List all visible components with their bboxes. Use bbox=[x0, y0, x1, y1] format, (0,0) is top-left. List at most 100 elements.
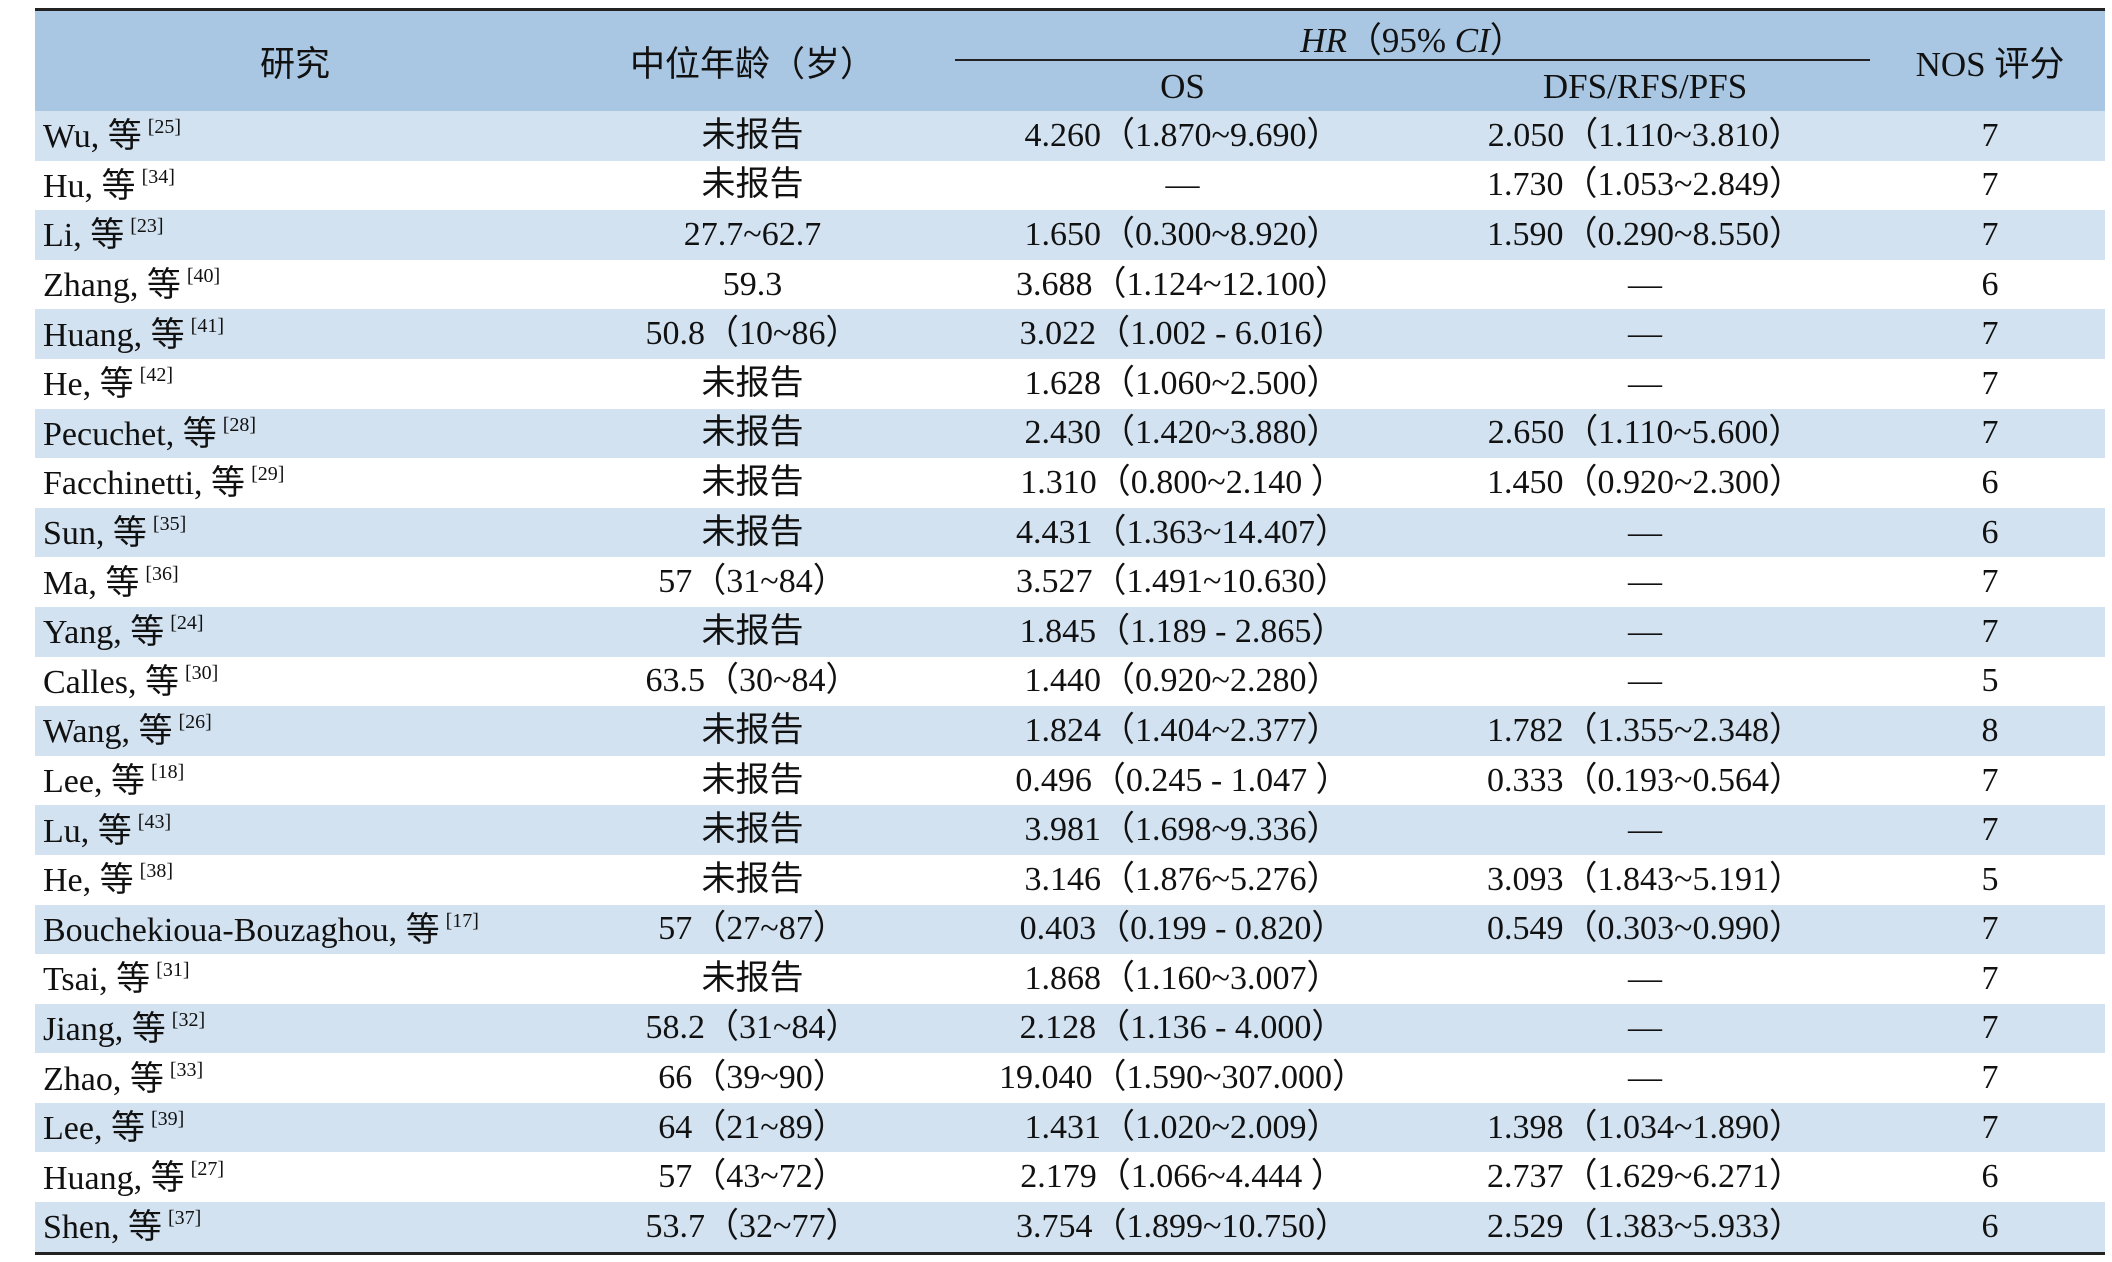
header-median-age: 中位年龄（岁） bbox=[555, 8, 950, 111]
study-author: Shen, 等 bbox=[43, 1209, 162, 1247]
cell-os-hr: 1.440（0.920~2.280） bbox=[950, 656, 1415, 707]
cell-os-hr: 1.431（1.020~2.009） bbox=[950, 1102, 1415, 1153]
study-author: Wu, 等 bbox=[43, 118, 142, 156]
table-row: Huang, 等 [41] 50.8（10~86） 3.022（1.002 - 6.0… bbox=[35, 309, 2106, 359]
cell-nos-score: 7 bbox=[1875, 408, 2106, 459]
study-author: He, 等 bbox=[43, 366, 134, 404]
cell-os-hr: 3.527（1.491~10.630） bbox=[950, 557, 1415, 607]
cell-median-age: 未报告 bbox=[555, 706, 950, 756]
cell-nos-score: 7 bbox=[1875, 557, 2106, 607]
cell-dfs-hr: 2.650（1.110~5.600） bbox=[1415, 408, 1876, 459]
table-row: Lee, 等 [39] 64（21~89） 1.431（1.020~2.009） 1.3… bbox=[35, 1102, 2106, 1153]
study-author: Sun, 等 bbox=[43, 515, 147, 553]
cell-study: Pecuchet, 等 [28] bbox=[35, 408, 555, 459]
study-reference: [17] bbox=[445, 909, 479, 932]
cell-study: Lee, 等 [39] bbox=[35, 1102, 555, 1153]
cell-dfs-hr: — bbox=[1415, 606, 1876, 657]
table-row: Wang, 等 [26] 未报告 1.824（1.404~2.377） 1.782（1.… bbox=[35, 706, 2106, 756]
study-author: Lu, 等 bbox=[43, 812, 132, 850]
cell-os-hr: 4.260（1.870~9.690） bbox=[950, 111, 1415, 161]
study-author: He, 等 bbox=[43, 862, 134, 900]
table-row: Wu, 等 [25] 未报告 4.260（1.870~9.690） 2.050（1.11… bbox=[35, 111, 2106, 161]
cell-study: Li, 等 [23] bbox=[35, 210, 555, 260]
cell-study: Huang, 等 [27] bbox=[35, 1152, 555, 1203]
cell-os-hr: 0.403（0.199 - 0.820） bbox=[950, 904, 1415, 955]
cell-nos-score: 7 bbox=[1875, 358, 2106, 409]
cell-study: Wu, 等 [25] bbox=[35, 111, 555, 161]
cell-nos-score: 7 bbox=[1875, 1003, 2106, 1054]
cell-median-age: 64（21~89） bbox=[555, 1102, 950, 1153]
cell-dfs-hr: — bbox=[1415, 1003, 1876, 1054]
cell-os-hr: 2.430（1.420~3.880） bbox=[950, 408, 1415, 459]
cell-dfs-hr: — bbox=[1415, 309, 1876, 359]
cell-nos-score: 7 bbox=[1875, 111, 2106, 161]
study-reference: [31] bbox=[156, 959, 190, 982]
cell-study: Jiang, 等 [32] bbox=[35, 1003, 555, 1054]
cell-os-hr: 2.128（1.136 - 4.000） bbox=[950, 1003, 1415, 1054]
cell-study: Yang, 等 [24] bbox=[35, 606, 555, 657]
study-table-container: 研究 中位年龄（岁） HR（95% CI） NOS 评分 OS DFS/RFS/… bbox=[35, 8, 2106, 1255]
table-row: Hu, 等 [34] 未报告 —1.730（1.053~2.849） 7 bbox=[35, 160, 2106, 211]
cell-median-age: 57（27~87） bbox=[555, 904, 950, 955]
cell-nos-score: 6 bbox=[1875, 259, 2106, 310]
study-author: Wang, 等 bbox=[43, 713, 173, 751]
cell-nos-score: 7 bbox=[1875, 805, 2106, 855]
cell-median-age: 53.7（32~77） bbox=[555, 1202, 950, 1255]
study-reference: [43] bbox=[137, 810, 172, 833]
cell-study: Huang, 等 [41] bbox=[35, 309, 555, 359]
cell-nos-score: 6 bbox=[1875, 507, 2106, 558]
table-row: Zhang, 等 [40] 59.3 3.688（1.124~12.100） —6 bbox=[35, 259, 2106, 310]
study-reference: [23] bbox=[130, 215, 164, 238]
cell-dfs-hr: — bbox=[1415, 358, 1876, 409]
study-author: Tsai, 等 bbox=[43, 961, 151, 999]
study-author: Pecuchet, 等 bbox=[43, 415, 217, 453]
study-reference: [37] bbox=[168, 1207, 202, 1230]
study-reference: [30] bbox=[184, 661, 219, 684]
cell-nos-score: 7 bbox=[1875, 1053, 2106, 1103]
cell-study: Lee, 等 [18] bbox=[35, 755, 555, 806]
cell-median-age: 63.5（30~84） bbox=[555, 656, 950, 707]
study-reference: [26] bbox=[178, 711, 212, 734]
cell-nos-score: 8 bbox=[1875, 706, 2106, 756]
cell-os-hr: 1.845（1.189 - 2.865） bbox=[950, 606, 1415, 657]
cell-os-hr: 1.310（0.800~2.140 ） bbox=[950, 458, 1415, 508]
cell-os-hr: — bbox=[950, 160, 1415, 211]
cell-os-hr: 3.146（1.876~5.276） bbox=[950, 854, 1415, 905]
table-body: Wu, 等 [25] 未报告 4.260（1.870~9.690） 2.050（1.11… bbox=[35, 111, 2106, 1255]
cell-median-age: 未报告 bbox=[555, 507, 950, 558]
table-row: Jiang, 等 [32] 58.2（31~84） 2.128（1.136 - 4.0… bbox=[35, 1003, 2106, 1054]
study-reference: [29] bbox=[251, 463, 285, 486]
cell-median-age: 未报告 bbox=[555, 111, 950, 161]
cell-dfs-hr: 2.050（1.110~3.810） bbox=[1415, 111, 1876, 161]
cell-study: Lu, 等 [43] bbox=[35, 805, 555, 855]
cell-median-age: 未报告 bbox=[555, 160, 950, 211]
cell-median-age: 未报告 bbox=[555, 854, 950, 905]
cell-dfs-hr: 1.450（0.920~2.300） bbox=[1415, 458, 1876, 508]
cell-nos-score: 7 bbox=[1875, 160, 2106, 211]
cell-os-hr: 2.179（1.066~4.444 ） bbox=[950, 1152, 1415, 1203]
study-reference: [35] bbox=[152, 513, 187, 536]
study-reference: [39] bbox=[150, 1108, 185, 1131]
header-dfs: DFS/RFS/PFS bbox=[1415, 63, 1876, 111]
cell-median-age: 58.2（31~84） bbox=[555, 1003, 950, 1054]
cell-dfs-hr: 1.590（0.290~8.550） bbox=[1415, 210, 1876, 260]
cell-os-hr: 1.824（1.404~2.377） bbox=[950, 706, 1415, 756]
cell-dfs-hr: — bbox=[1415, 259, 1876, 310]
cell-study: Bouchekioua-Bouzaghou, 等 [17] bbox=[35, 904, 555, 955]
table-row: Calles, 等 [30] 63.5（30~84） 1.440（0.920~2.28… bbox=[35, 656, 2106, 707]
cell-dfs-hr: — bbox=[1415, 507, 1876, 558]
table-row: He, 等 [42] 未报告 1.628（1.060~2.500） —7 bbox=[35, 358, 2106, 409]
study-reference: [42] bbox=[139, 364, 173, 387]
cell-os-hr: 3.022（1.002 - 6.016） bbox=[950, 309, 1415, 359]
table-row: He, 等 [38] 未报告 3.146（1.876~5.276） 3.093（1.84… bbox=[35, 854, 2106, 905]
cell-nos-score: 7 bbox=[1875, 904, 2106, 955]
cell-median-age: 57（43~72） bbox=[555, 1152, 950, 1203]
cell-study: He, 等 [38] bbox=[35, 854, 555, 905]
table-row: Facchinetti, 等 [29] 未报告 1.310（0.800~2.140 ）… bbox=[35, 458, 2106, 508]
study-author: Zhao, 等 bbox=[43, 1060, 164, 1098]
cell-nos-score: 7 bbox=[1875, 954, 2106, 1004]
study-reference: [18] bbox=[150, 761, 185, 784]
cell-dfs-hr: — bbox=[1415, 805, 1876, 855]
cell-median-age: 50.8（10~86） bbox=[555, 309, 950, 359]
cell-median-age: 59.3 bbox=[555, 259, 950, 310]
